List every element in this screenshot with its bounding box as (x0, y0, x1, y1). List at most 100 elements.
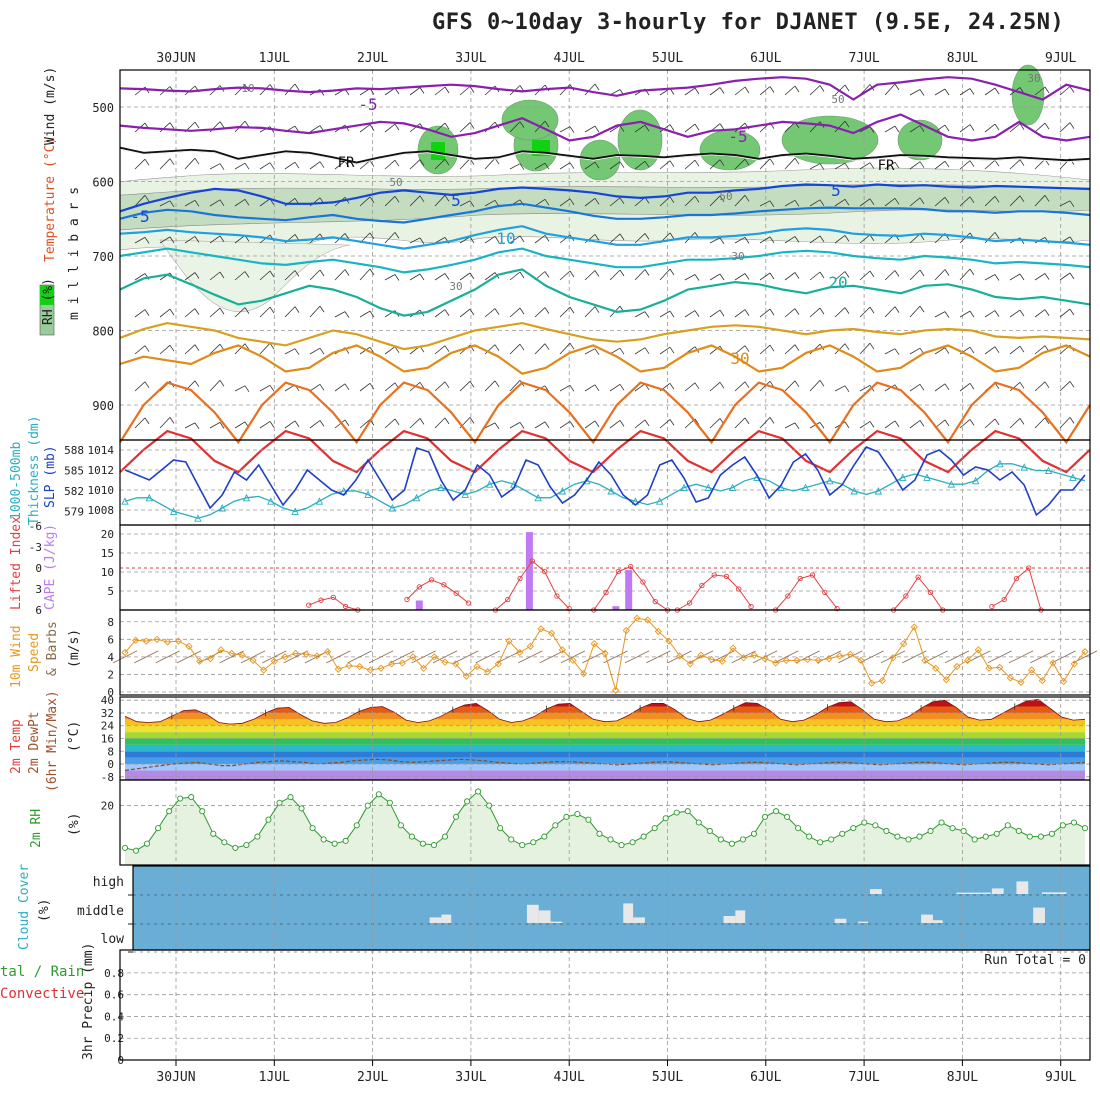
wind-barb (334, 269, 346, 281)
wind-barb (559, 306, 571, 318)
wind-barb (319, 384, 325, 391)
wind-barb (134, 417, 146, 429)
wind-barb (544, 235, 550, 242)
wind-barb (769, 308, 775, 316)
rh2m-point (177, 795, 184, 802)
wind10m-point (249, 656, 257, 665)
wind-barb (719, 87, 725, 94)
wind-tick-label: 6 (107, 633, 114, 646)
wind-barb (734, 273, 746, 281)
wind-barb (744, 273, 750, 280)
wind-barb (219, 422, 225, 429)
rh2m-point (927, 827, 934, 835)
cape-bar (525, 532, 533, 610)
wind-barb (894, 306, 900, 313)
wind-barb (719, 309, 725, 317)
wind-barb (484, 380, 496, 392)
wind-barb (744, 86, 750, 94)
date-label-top: 30JUN (156, 51, 195, 66)
wind10m-point (292, 649, 300, 658)
wind10m-point (996, 663, 1004, 672)
wind-barb (194, 380, 200, 388)
wind-barb (509, 235, 521, 244)
wind-barb (634, 419, 646, 429)
wind-barb (659, 160, 671, 170)
wind-barb (459, 86, 471, 96)
wind-barb (259, 306, 271, 318)
wind-barb (734, 237, 746, 244)
cape-bar (612, 606, 620, 610)
wind-barb (709, 195, 721, 207)
wind-barb (794, 157, 800, 165)
li-line (593, 565, 668, 611)
wind-barb (594, 270, 600, 277)
date-label-bottom: 1JUL (259, 1070, 290, 1085)
wind-barb (769, 200, 775, 208)
wind-barb (794, 380, 800, 388)
wind-barb (709, 237, 721, 244)
li-tick-label: 6 (35, 604, 42, 617)
wind-barb (934, 269, 946, 281)
wind-barb (594, 83, 600, 91)
wind-barb (984, 346, 996, 355)
wind-barb (609, 383, 621, 392)
temp2m-label-3: (6hr Min/Max) (45, 690, 60, 792)
wind10m-point (462, 672, 470, 680)
wind-barb (1034, 345, 1046, 355)
wind10m-point (132, 636, 140, 644)
wind-barb (834, 271, 846, 281)
wind-barb (734, 345, 746, 355)
wind-barb (169, 122, 175, 129)
rh2m-point (287, 794, 294, 801)
wind10m-point (452, 660, 460, 668)
wind10m-point (772, 659, 780, 667)
wind-barb (894, 348, 900, 355)
wind10m-point (377, 664, 385, 672)
wind10m-point (196, 657, 204, 665)
date-label-bottom: 8JUL (947, 1070, 978, 1085)
thickness-point (655, 497, 664, 505)
wind-barb (619, 384, 625, 391)
li-point (517, 575, 523, 582)
wind-barb (659, 346, 671, 355)
wind-barb (419, 159, 425, 166)
rh2m-point (188, 794, 195, 801)
rh2m-point (1048, 830, 1055, 837)
wind-barb (584, 348, 596, 355)
wind-barb (1009, 381, 1021, 392)
wind10m-barb (475, 650, 500, 664)
wind-barb (594, 384, 600, 392)
wind10m-point (761, 655, 769, 663)
temp2m-label-4: (°C) (67, 721, 82, 752)
cloud-cover-panel: high middle low (77, 865, 1091, 953)
wind-barb (1019, 345, 1025, 353)
date-label-bottom: 6JUL (750, 1070, 781, 1085)
wind-barb (744, 158, 750, 166)
wind10m-point (441, 658, 449, 666)
wind-barb (269, 270, 275, 278)
wind-barb (459, 381, 471, 392)
wind10m-point (601, 649, 609, 658)
wind-barb (884, 348, 896, 355)
wind-barb (194, 121, 200, 129)
wind-barb (194, 344, 200, 351)
rh2m-point (817, 839, 824, 846)
li-point (416, 584, 422, 590)
rh2m-point (839, 830, 846, 837)
date-label-top: 5JUL (652, 51, 683, 66)
wind-barb (784, 85, 796, 96)
cloud-block (1016, 881, 1029, 894)
rh2m-point (585, 816, 592, 823)
li-point (797, 575, 803, 582)
wind-barb (259, 198, 271, 207)
wind-barb (909, 89, 921, 96)
cloud-block (991, 888, 1004, 894)
date-label-bottom: 4JUL (554, 1070, 585, 1085)
wind-barb (184, 308, 196, 318)
rh-cell (617, 109, 663, 171)
wind-barb (659, 196, 671, 207)
wind-barb (884, 83, 896, 96)
wind10m-barb (646, 650, 671, 664)
wind-tick-label: 0 (107, 686, 114, 699)
wind-barb (809, 85, 821, 96)
